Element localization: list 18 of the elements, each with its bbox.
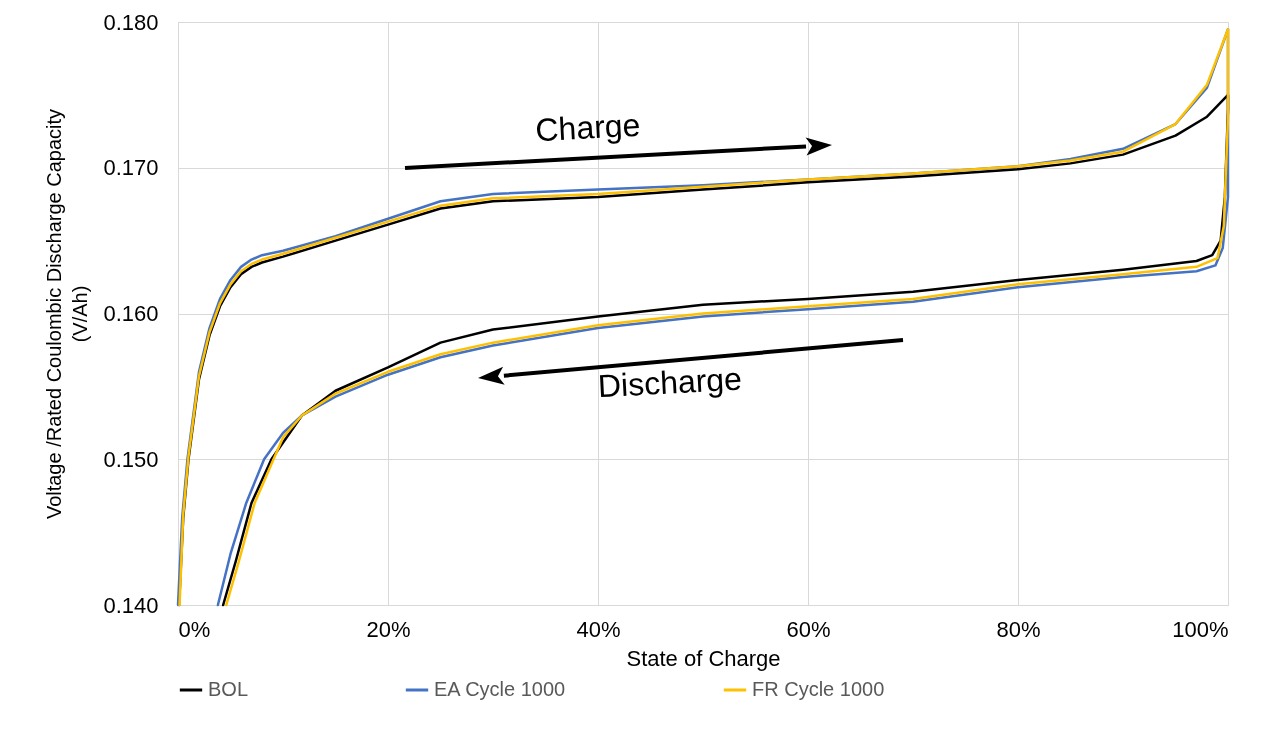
legend-label: EA Cycle 1000 [434, 678, 566, 700]
x-tick-label: 100% [1172, 616, 1229, 642]
annotation: Charge [534, 106, 642, 149]
y-tick-label: 0.150 [103, 446, 159, 472]
x-tick-label: 0% [178, 616, 211, 642]
legend-label: FR Cycle 1000 [752, 678, 885, 700]
x-axis-title: State of Charge [626, 645, 781, 671]
y-axis-title: Voltage /Rated Coulombic Discharge Capacity (V/Ah) [43, 108, 92, 520]
y-tick-label: 0.160 [103, 301, 159, 326]
y-tick-label: 0.140 [103, 592, 159, 618]
y-tick-label: 0.180 [103, 9, 159, 35]
legend-label: BOL [208, 678, 249, 700]
y-tick-label: 0.170 [103, 155, 159, 181]
x-tick-label: 20% [366, 616, 411, 642]
x-tick-label: 40% [576, 616, 621, 642]
annotation: Discharge [596, 360, 743, 405]
x-tick-label: 80% [996, 616, 1041, 642]
x-tick-label: 60% [786, 616, 831, 642]
